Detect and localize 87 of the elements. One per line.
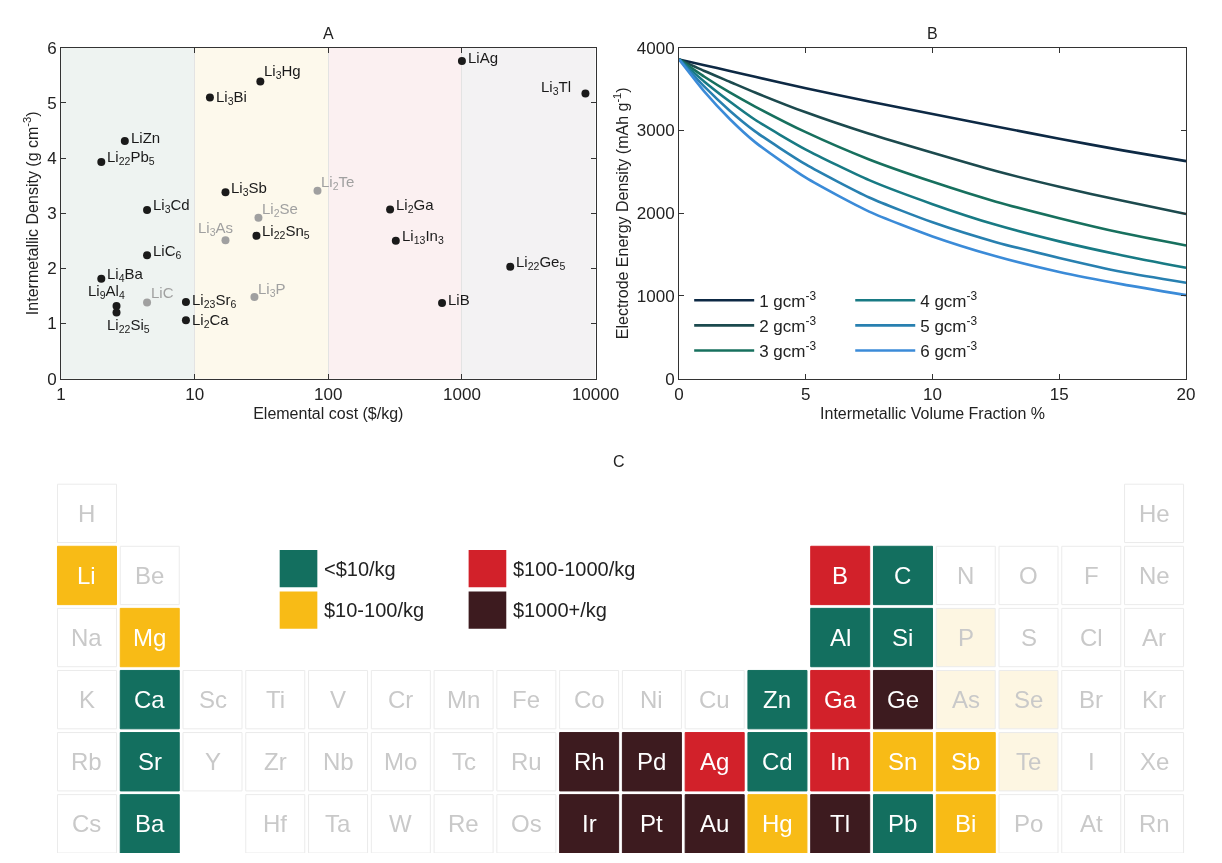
legend-label: 2 gcm$^{-3}$ [759,313,817,337]
y-tick-label: 3 [47,204,57,224]
annotation: Li$_{22}$Ge$_{5}$ [516,253,566,273]
annotation: Li$_{3}$Sb [231,179,267,199]
chart-title: A [323,25,334,42]
text: Zn [763,686,792,713]
text: Ir [582,810,597,837]
annotation: LiB [448,291,470,308]
text: Sn [888,748,918,775]
x-tick-label: 100 [314,385,343,405]
y-tick-label: 5 [47,93,57,113]
text: Ga [824,686,857,713]
text: Bi [955,810,977,837]
text: C [894,562,912,589]
line-series [679,58,1187,163]
line-series [679,58,1187,216]
x-tick-label: 10 [185,385,205,405]
x-axis-title: Intermetallic Volume Fraction % [820,404,1046,422]
annotation: Li$_{13}$In$_{3}$ [402,227,444,247]
y-tick-label: 2 [47,259,57,279]
y-tick-label: 3000 [636,121,675,141]
y-tick-label: 0 [665,369,675,389]
y-tick-label: 1000 [636,286,675,306]
annotation: Li$_{3}$Hg [264,62,301,82]
annotation: Li$_{2}$Se [262,200,298,220]
y-tick-label: 0 [47,369,57,389]
annotation: Li$_{4}$Ba [107,265,144,285]
annotation: Li$_{3}$Bi [216,88,247,108]
x-axis-title: Elemental cost ($/kg) [253,404,404,422]
legend-label: 3 gcm$^{-3}$ [759,338,817,362]
y-tick-label: 4 [47,149,57,169]
legend-label: $10-100/kg [324,599,425,621]
text: Sb [951,748,981,775]
legend-label: 6 gcm$^{-3}$ [920,338,978,362]
annotation: Li$_{2}$Ca [192,311,230,331]
text: Pb [888,810,918,837]
y-tick-label: 1 [47,314,57,334]
legend-label: 4 gcm$^{-3}$ [920,288,978,311]
annotation: Li$_{9}$Al$_{4}$ [88,282,125,302]
annotation: Li$_{3}$Tl [541,78,572,98]
text: Ca [134,686,165,713]
annotation: Li$_{23}$Sr$_{6}$ [192,291,237,311]
text: In [830,748,851,775]
x-tick-label: 10000 [571,385,620,405]
legend-label: 1 gcm$^{-3}$ [759,288,817,311]
text: Hg [762,810,793,837]
annotation: Li$_{3}$Cd [153,196,190,216]
annotation: LiC$_{6}$ [153,242,182,262]
text: Ba [135,810,165,837]
x-tick-label: 15 [1049,385,1069,405]
annotation: Li$_{22}$Si$_{5}$ [107,316,150,336]
text: Au [700,810,730,837]
annotation: Li$_{2}$Te [321,173,355,193]
annotation: Li$_{22}$Sn$_{5}$ [262,222,310,242]
annotation: LiAg [468,49,499,66]
legend-label: $100-1000/kg [513,558,636,580]
y-tick-label: 2000 [636,204,675,224]
legend-label: <$10/kg [324,558,396,580]
annotation: Li$_{2}$Ga [396,196,435,216]
text: Cd [762,748,793,775]
text: Ge [887,686,920,713]
text: Ag [700,748,730,775]
text: Si [892,624,914,651]
text: Rh [574,748,605,775]
text: Tl [830,810,850,837]
y-tick-label: 4000 [636,38,675,58]
x-tick-label: 20 [1176,385,1196,405]
text: Pd [637,748,667,775]
x-tick-label: 1000 [443,385,481,405]
y-tick-label: 6 [47,38,57,58]
legend-label: $1000+/kg [513,599,607,621]
x-tick-label: 10 [923,385,943,405]
text: B [832,562,849,589]
annotation: LiC [151,284,174,301]
annotation: Li$_{3}$As [198,219,234,239]
text: Sr [138,748,162,775]
legend-label: 5 gcm$^{-3}$ [920,313,978,337]
annotation: Li$_{3}$P [258,280,286,300]
text: Li [77,562,96,589]
annotation: Li$_{22}$Pb$_{5}$ [107,148,155,168]
chart-title: B [927,25,938,42]
annotation: LiZn [131,129,161,146]
text: Mg [133,624,167,651]
x-tick-label: 5 [801,385,811,405]
text: Al [830,624,852,651]
text: Pt [640,810,663,837]
text: C [613,453,625,470]
